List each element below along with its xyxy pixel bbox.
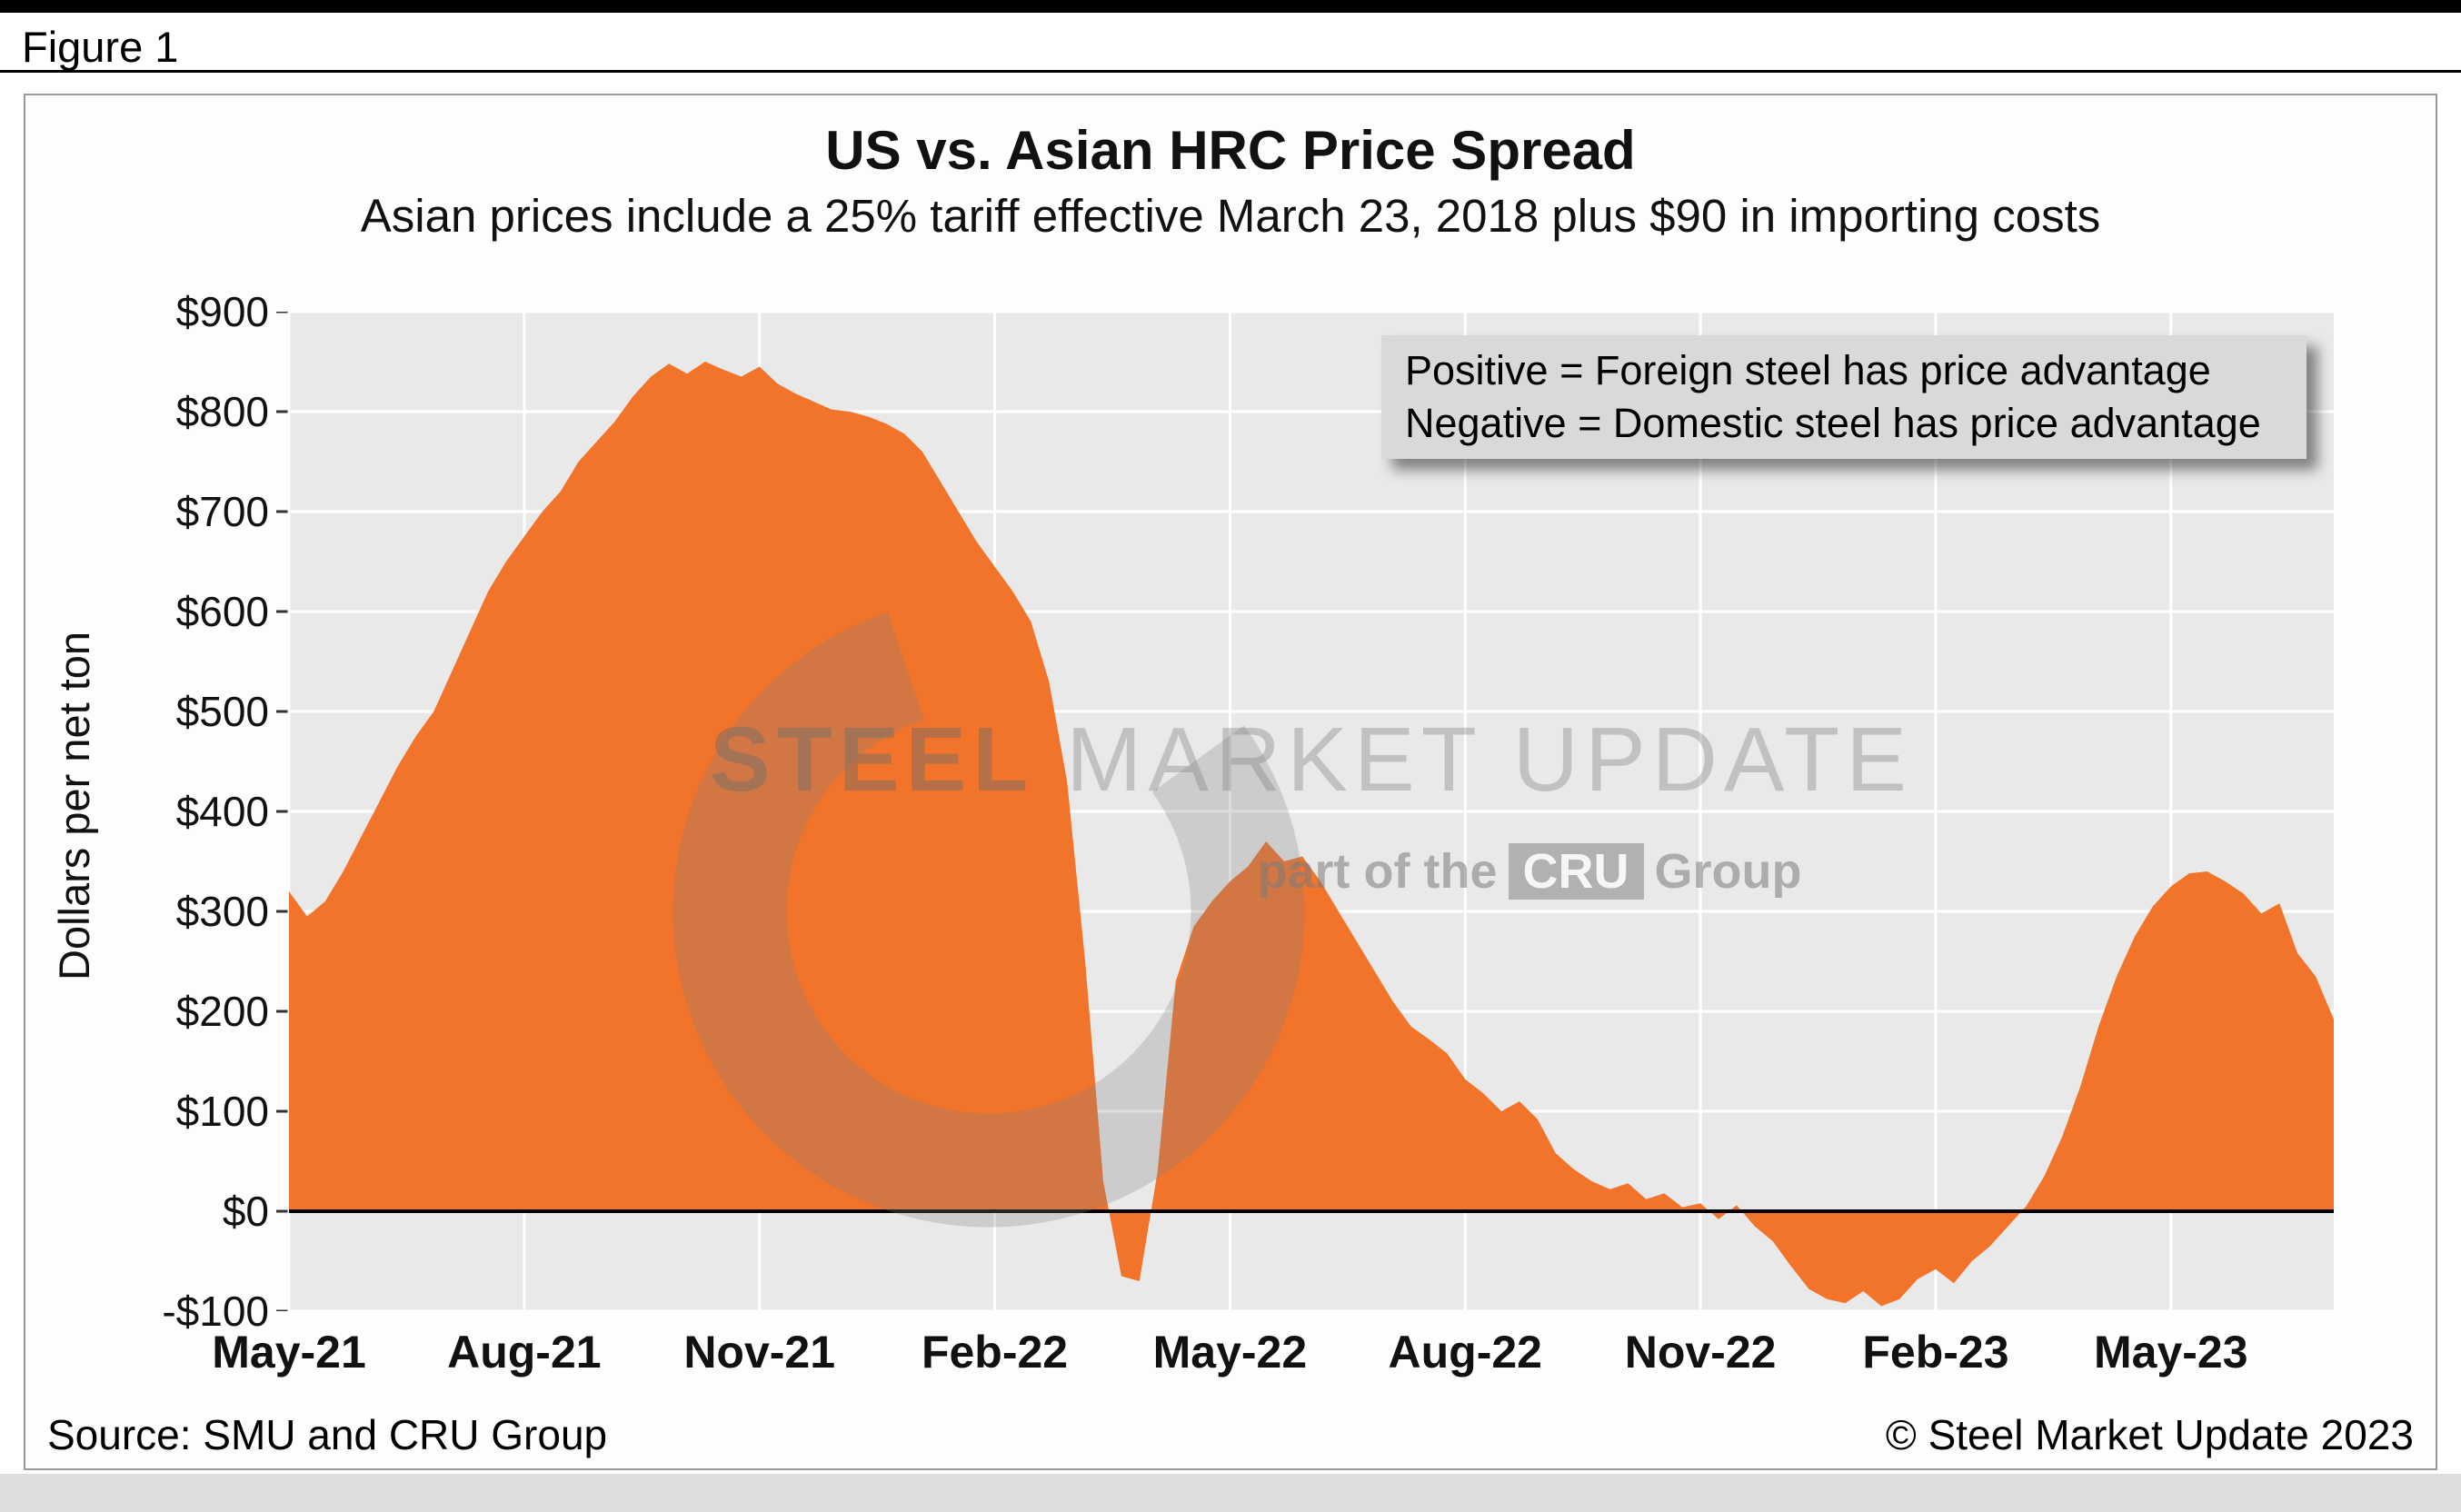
y-tick-label: $300 — [175, 888, 269, 935]
chart-subtitle: Asian prices include a 25% tariff effect… — [360, 190, 2101, 242]
y-tick-label: $600 — [175, 588, 269, 635]
price-spread-area — [289, 362, 2334, 1307]
annotation-positive-line: Positive = Foreign steel has price advan… — [1405, 347, 2211, 393]
x-tick-label: May-21 — [212, 1327, 366, 1378]
y-tick-label: $0 — [222, 1188, 269, 1235]
source-note: Source: SMU and CRU Group — [47, 1411, 608, 1458]
chart-footer: Source: SMU and CRU Group © Steel Market… — [47, 1410, 2414, 1459]
x-tick-label: Feb-22 — [921, 1327, 1069, 1378]
y-tick-label: $500 — [175, 688, 269, 735]
price-spread-area-chart — [276, 312, 2334, 1311]
y-tick-label: $800 — [175, 388, 269, 435]
figure-label: Figure 1 — [22, 23, 179, 71]
x-tick-label: Nov-21 — [683, 1327, 836, 1378]
x-tick-label: May-22 — [1152, 1327, 1308, 1378]
x-tick-label: May-23 — [2094, 1327, 2248, 1378]
x-tick-label: Aug-22 — [1388, 1327, 1542, 1378]
figure-header: Figure 1 — [0, 13, 2461, 73]
top-black-bar — [0, 0, 2461, 13]
y-tick-label: $700 — [175, 488, 269, 535]
chart-title: US vs. Asian HRC Price Spread — [825, 120, 1636, 181]
x-tick-label: Aug-21 — [447, 1327, 602, 1378]
y-tick-label: $400 — [175, 788, 269, 835]
y-tick-label: $900 — [175, 288, 269, 335]
copyright-note: © Steel Market Update 2023 — [1885, 1411, 2414, 1458]
plot-region: Dollars per net ton $900 $800 $700 $600 $500… — [35, 288, 2397, 1447]
x-tick-label: Nov-22 — [1624, 1327, 1777, 1378]
x-tick-label: Feb-23 — [1862, 1327, 2009, 1378]
bottom-gray-strip — [0, 1474, 2461, 1512]
legend-annotation-box: Positive = Foreign steel has price advan… — [1381, 335, 2307, 459]
y-tick-label: $100 — [175, 1088, 269, 1135]
chart-figure-box: US vs. Asian HRC Price Spread Asian pric… — [24, 94, 2437, 1470]
y-tick-label: -$100 — [162, 1288, 269, 1335]
y-tick-label: $200 — [175, 988, 269, 1035]
annotation-negative-line: Negative = Domestic steel has price adva… — [1405, 400, 2261, 446]
